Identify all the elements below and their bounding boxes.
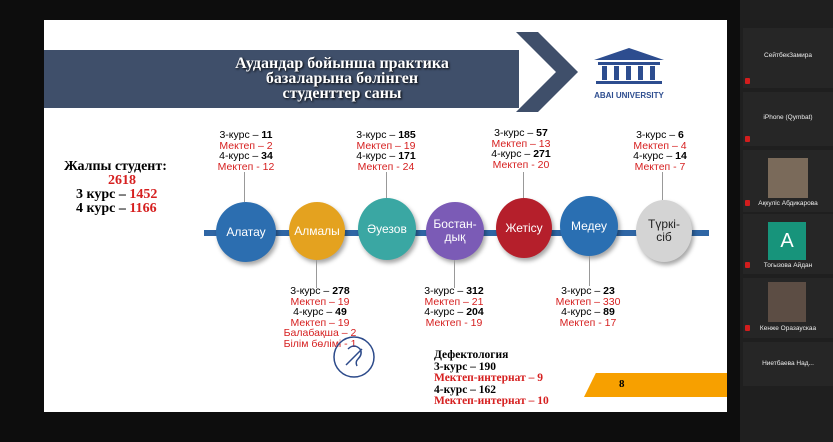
district-auezov: Әуезов [358,198,416,260]
shared-screen: Аудандар бойынша практика базаларына бөл… [44,20,727,412]
connector-bostandyk [454,260,455,288]
university-logo: ABAI UNIVERSITY [584,46,674,100]
defectology-line: 4-курс – 162 [434,383,497,396]
summary-c4: 4 курс – 1166 [76,201,157,216]
defectology-block: Дефектология 3-курс – 190 Мектеп-интерна… [434,349,549,408]
district-zhetysu: Жетісу [496,198,552,258]
defectology-line: Мектеп-интернат – 10 [434,395,549,407]
participant-tile[interactable]: Ақкуліс Абдикарова [743,150,833,212]
defectology-line: Мектеп-интернат – 9 [434,372,544,384]
connector-turksib [662,172,663,200]
logo-columns-icon [594,48,664,84]
participant-name: СейтбекЗамира [764,52,812,59]
participant-name: Ақкуліс Абдикарова [758,200,818,207]
participant-video [768,282,806,322]
summary-block: Жалпы студент: 2618 3 курс – 1452 4 курс… [64,160,167,216]
district-alatau: Алатау [216,202,276,262]
participant-avatar: A [768,222,806,260]
participant-name: Кенже Оразаускаа [759,325,817,332]
stats-alatau: 3-курс – 11 Мектеп – 2 4-курс – 34 Мекте… [217,129,275,173]
stats-auezov: 3-курс – 185 Мектеп – 19 4-курс – 171 Ме… [356,129,416,173]
summary-total: 2618 [108,173,136,188]
page-number-bar [584,373,727,397]
participants-panel[interactable]: СейтбекЗамира iPhone (Qymbat) Ақкуліс Аб… [740,0,833,442]
stats-turksib: 3-курс – 6 Мектеп – 4 4-курс – 14 Мектеп… [633,129,687,173]
stats-bostandyk: 3-курс – 312 Мектеп – 21 4-курс – 204 Ме… [424,285,484,329]
connector-almaly [316,260,317,288]
defectology-line: 3-курс – 190 [434,360,497,373]
mic-muted-icon [745,136,750,142]
connector-zhetysu [523,172,524,198]
presentation-slide: Аудандар бойынша практика базаларына бөл… [44,20,727,412]
stats-medeu: 3-курс – 23 Мектеп – 330 4-курс – 89 Мек… [555,285,621,329]
summary-c3: 3 курс – 1452 [76,187,158,202]
connector-auezov [386,172,387,198]
participant-name: iPhone (Qymbat) [763,114,813,121]
mic-muted-icon [745,200,750,206]
title-band [44,50,519,108]
participant-tile[interactable]: СейтбекЗамира [743,28,833,88]
logo-text: ABAI UNIVERSITY [594,91,664,100]
defectology-title: Дефектология [434,349,509,361]
district-turksib: Түркі-сіб [636,200,692,262]
title-line-2: базаларына бөлінген [265,70,419,87]
district-bostandyk: Бостан-дық [426,202,484,260]
connector-medeu [589,256,590,286]
title-line-1: Аудандар бойынша практика [235,55,449,72]
summary-label: Жалпы студент: [64,159,167,174]
page-number: 8 [619,378,625,390]
participant-tile[interactable]: Кенже Оразаускаа [743,278,833,338]
stats-almaly: 3-курс – 278 Мектеп – 19 4-курс – 49 Мек… [283,285,357,350]
district-almaly: Алмалы [289,202,345,260]
mic-muted-icon [745,325,750,331]
mic-muted-icon [745,78,750,84]
ear-icon [333,336,375,378]
connector-alatau [244,172,245,202]
slide-title: Аудандар бойынша практика базаларына бөл… [172,55,512,102]
participant-video [768,158,808,198]
chevron-decoration [516,32,578,112]
title-line-3: студенттер саны [282,85,402,102]
participant-tile[interactable]: iPhone (Qymbat) [743,92,833,146]
participant-tile[interactable]: Ниетбаева Над... [743,342,833,386]
mic-muted-icon [745,262,750,268]
participant-name: Ниетбаева Над... [762,360,814,367]
stats-zhetysu: 3-курс – 57 Мектеп – 13 4-курс – 271 Мек… [491,127,551,171]
district-medeu: Медеу [560,196,618,256]
participant-name: Тогызова Айдан [763,262,813,269]
participant-tile[interactable]: A Тогызова Айдан [743,214,833,274]
